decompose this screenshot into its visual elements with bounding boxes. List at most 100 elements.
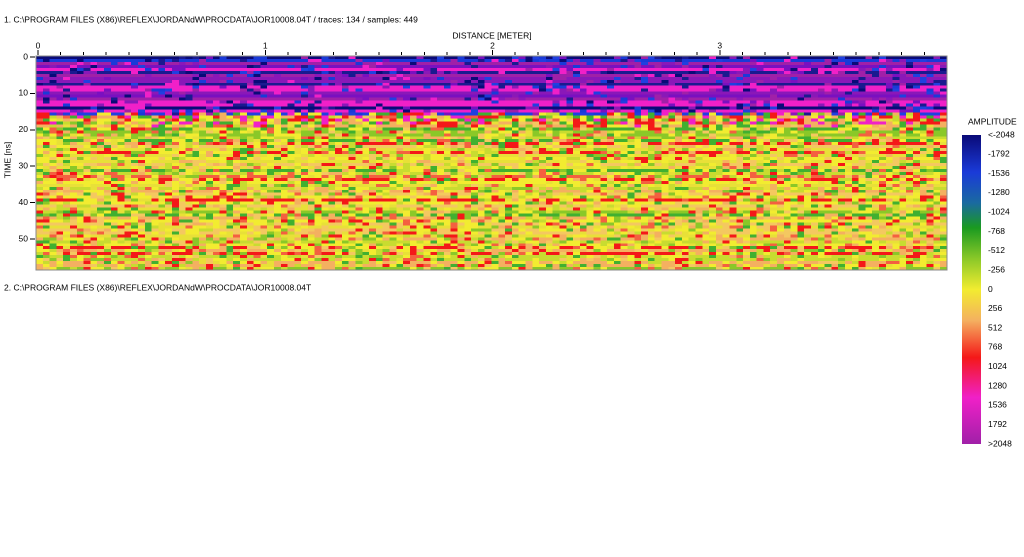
trace-cell — [307, 165, 316, 170]
trace-cell — [144, 136, 153, 140]
trace-cell — [409, 267, 418, 271]
trace-cell — [498, 183, 506, 188]
trace-cell — [471, 264, 479, 268]
trace-cell — [314, 64, 323, 69]
trace-cell — [403, 154, 411, 158]
trace-cell — [423, 100, 431, 105]
trace-cell — [348, 64, 357, 69]
trace-cell — [348, 165, 357, 170]
trace-cell — [301, 91, 309, 96]
trace-cell — [199, 76, 207, 81]
trace-cell — [233, 231, 241, 235]
trace-cell — [117, 91, 125, 96]
trace-cell — [117, 103, 125, 108]
trace-cell — [151, 201, 159, 206]
trace-cell — [69, 168, 78, 173]
trace-cell — [151, 112, 159, 117]
trace-cell — [42, 234, 51, 238]
trace-cell — [165, 88, 173, 93]
trace-cell — [307, 186, 316, 191]
trace-cell — [369, 127, 377, 131]
trace-cell — [110, 88, 119, 93]
trace-cell — [144, 82, 153, 87]
trace-cell — [355, 186, 363, 191]
trace-cell — [36, 118, 44, 122]
trace-cell — [464, 267, 472, 271]
trace-cell — [484, 88, 493, 93]
trace-cell — [437, 118, 445, 122]
trace-cell — [443, 112, 452, 117]
trace-cell — [233, 76, 241, 81]
trace-cell — [389, 127, 397, 131]
trace-cell — [403, 160, 411, 164]
trace-cell — [437, 207, 445, 212]
trace-cell — [253, 237, 261, 241]
trace-cell — [321, 237, 329, 241]
trace-cell — [117, 180, 125, 185]
trace-cell — [76, 204, 85, 209]
trace-cell — [294, 100, 302, 105]
trace-cell — [464, 189, 472, 194]
trace-cell — [137, 252, 146, 256]
trace-cell — [124, 151, 132, 155]
trace-cell — [131, 252, 139, 256]
trace-cell — [226, 240, 234, 244]
trace-cell — [199, 106, 207, 111]
trace-cell — [69, 210, 78, 215]
trace-cell — [226, 222, 234, 227]
trace-cell — [151, 174, 159, 179]
trace-cell — [246, 249, 255, 253]
trace-cell — [457, 255, 465, 259]
trace-cell — [239, 58, 248, 63]
trace-cell — [294, 154, 302, 158]
trace-cell — [484, 240, 493, 244]
trace-cell — [348, 124, 357, 128]
trace-cell — [199, 207, 207, 212]
trace-cell — [280, 70, 289, 75]
trace-cell — [471, 82, 479, 87]
trace-cell — [491, 213, 499, 218]
trace-cell — [103, 216, 112, 221]
trace-cell — [76, 91, 85, 96]
trace-cell — [382, 219, 391, 224]
trace-cell — [260, 103, 268, 108]
trace-cell — [301, 118, 309, 122]
trace-cell — [314, 225, 323, 229]
trace-cell — [239, 121, 248, 125]
trace-cell — [49, 252, 57, 256]
trace-cell — [185, 168, 193, 173]
trace-cell — [484, 139, 493, 143]
trace-cell — [443, 67, 452, 72]
trace-cell — [307, 56, 316, 60]
trace-cell — [471, 252, 479, 256]
trace-cell — [287, 160, 295, 164]
trace-cell — [348, 109, 357, 114]
trace-cell — [273, 231, 282, 235]
trace-cell — [260, 142, 268, 146]
trace-cell — [42, 58, 51, 63]
trace-cell — [498, 204, 506, 209]
trace-cell — [301, 237, 309, 241]
trace-cell — [287, 100, 295, 105]
trace-cell — [165, 124, 173, 128]
trace-cell — [416, 139, 425, 143]
trace-cell — [450, 201, 459, 206]
trace-cell — [267, 261, 275, 265]
trace-cell — [484, 168, 493, 173]
trace-cell — [477, 121, 486, 125]
trace-cell — [239, 246, 248, 250]
trace-cell — [375, 163, 384, 167]
trace-cell — [382, 171, 391, 176]
trace-cell — [369, 70, 377, 75]
trace-cell — [171, 67, 180, 72]
trace-cell — [301, 109, 309, 114]
trace-cell — [321, 106, 329, 111]
trace-cell — [260, 171, 268, 176]
trace-cell — [369, 243, 377, 247]
trace-cell — [464, 195, 472, 200]
trace-cell — [348, 160, 357, 164]
trace-cell — [471, 219, 479, 224]
trace-cell — [103, 112, 112, 117]
trace-cell — [110, 231, 119, 235]
trace-cell — [56, 109, 64, 114]
